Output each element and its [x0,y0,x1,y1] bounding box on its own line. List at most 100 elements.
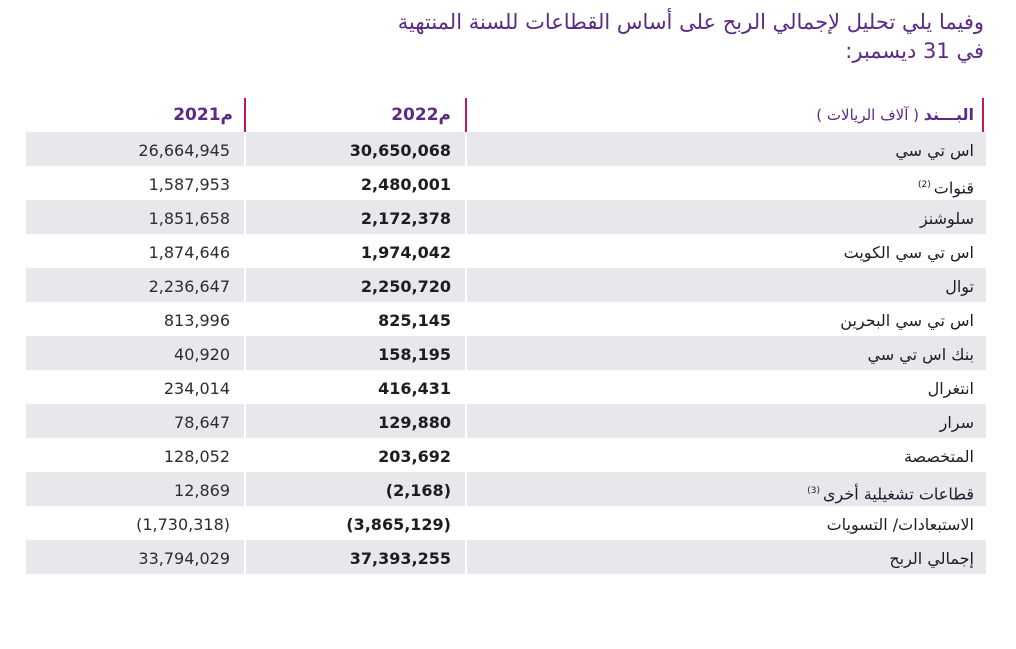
value-2022: 158,195 [378,345,451,364]
row-label: توال [484,268,974,302]
table-header: 2021م 2022م البـــند ( آلاف الريالات ) [26,96,986,132]
column-separator [244,200,246,234]
column-separator [465,268,467,302]
header-item: البـــند ( آلاف الريالات ) [484,100,974,130]
row-label-text: إجمالي الربح [889,549,974,568]
value-2022: 203,692 [378,447,451,466]
row-label: اس تي سي الكويت [484,234,974,268]
row-label: المتخصصة [484,438,974,472]
header-2022: 2022م [391,105,451,125]
column-separator [244,540,246,574]
column-separator [465,336,467,370]
column-separator [465,540,467,574]
table-row: 1,874,646 1,974,042 اس تي سي الكويت [26,234,986,268]
value-2022: 37,393,255 [349,549,451,568]
row-label-text: بنك اس تي سي [867,345,974,364]
value-2021: (1,730,318) [136,515,230,534]
footnote-marker: (2) [917,180,931,190]
row-label: قطاعات تشغيلية أخرى(3) [484,472,974,506]
row-label-text: الاستبعادات/ التسويات [826,515,974,534]
column-separator [465,370,467,404]
row-label: بنك اس تي سي [484,336,974,370]
row-label: اس تي سي البحرين [484,302,974,336]
value-2021: 26,664,945 [138,141,230,160]
column-separator [244,132,246,166]
table-row: 40,920 158,195 بنك اس تي سي [26,336,986,370]
table-row: 1,587,953 2,480,001 قنوات(2) [26,166,986,200]
value-2021: 2,236,647 [148,277,230,296]
table-row: 12,869 (2,168) قطاعات تشغيلية أخرى(3) [26,472,986,506]
table-row: 813,996 825,145 اس تي سي البحرين [26,302,986,336]
row-label-text: اس تي سي البحرين [840,311,974,330]
row-label-text: اس تي سي [895,141,974,160]
column-separator [244,234,246,268]
value-2022: (3,865,129) [346,515,451,534]
column-separator [244,438,246,472]
value-2022: 2,172,378 [360,209,451,228]
value-2021: 128,052 [163,447,230,466]
row-label: قنوات(2) [484,166,974,200]
table-row: (1,730,318) (3,865,129) الاستبعادات/ التسو… [26,506,986,540]
header-divider-2021 [244,98,246,132]
column-separator [465,302,467,336]
header-item-label: البـــند [923,105,974,124]
value-2021: 12,869 [174,481,230,500]
table-row: 234,014 416,431 انتغرال [26,370,986,404]
column-separator [465,438,467,472]
column-separator [465,166,467,200]
column-separator [465,200,467,234]
value-2022: 30,650,068 [349,141,451,160]
row-label-text: اس تي سي الكويت [843,243,974,262]
value-2022: (2,168) [385,481,451,500]
column-separator [244,166,246,200]
column-separator [244,506,246,540]
value-2021: 33,794,029 [138,549,230,568]
row-label: الاستبعادات/ التسويات [484,506,974,540]
header-2021: 2021م [173,105,233,125]
row-label-text: سلوشنز [919,209,974,228]
row-label-text: قنوات [933,178,974,198]
table-row: 78,647 129,880 سرار [26,404,986,438]
header-divider-2022 [465,98,467,132]
column-separator [244,336,246,370]
gross-profit-table: 2021م 2022م البـــند ( آلاف الريالات ) 2… [26,96,986,574]
column-separator [244,404,246,438]
table-row: 33,794,029 37,393,255 إجمالي الربح [26,540,986,574]
table-row: 128,052 203,692 المتخصصة [26,438,986,472]
value-2021: 1,587,953 [148,175,230,194]
table-row: 2,236,647 2,250,720 توال [26,268,986,302]
column-separator [465,472,467,506]
value-2021: 40,920 [174,345,230,364]
row-label-text: قطاعات تشغيلية أخرى [823,484,974,504]
row-label: سلوشنز [484,200,974,234]
value-2022: 2,250,720 [360,277,451,296]
row-label-text: المتخصصة [903,447,974,466]
value-2022: 416,431 [378,379,451,398]
column-separator [244,268,246,302]
title-line-1: وفيما يلي تحليل لإجمالي الربح على أساس ا… [397,10,984,34]
footnote-marker: (3) [807,486,821,496]
value-2021: 1,874,646 [148,243,230,262]
value-2021: 78,647 [174,413,230,432]
row-label: إجمالي الربح [484,540,974,574]
value-2022: 825,145 [378,311,451,330]
page-title: وفيما يلي تحليل لإجمالي الربح على أساس ا… [284,8,984,66]
column-separator [244,302,246,336]
value-2021: 813,996 [163,311,230,330]
header-item-unit: ( آلاف الريالات ) [816,106,920,124]
column-separator [465,404,467,438]
table-body: 26,664,945 30,650,068 اس تي سي 1,587,953 2,4… [26,132,986,574]
column-separator [465,506,467,540]
column-separator [465,132,467,166]
row-label: سرار [484,404,974,438]
title-line-2: في 31 ديسمبر: [845,39,984,63]
column-separator [244,370,246,404]
value-2022: 129,880 [378,413,451,432]
table-row: 26,664,945 30,650,068 اس تي سي [26,132,986,166]
row-label: انتغرال [484,370,974,404]
table-row: 1,851,658 2,172,378 سلوشنز [26,200,986,234]
value-2022: 1,974,042 [360,243,451,262]
row-label-text: انتغرال [927,379,974,398]
value-2022: 2,480,001 [360,175,451,194]
column-separator [244,472,246,506]
